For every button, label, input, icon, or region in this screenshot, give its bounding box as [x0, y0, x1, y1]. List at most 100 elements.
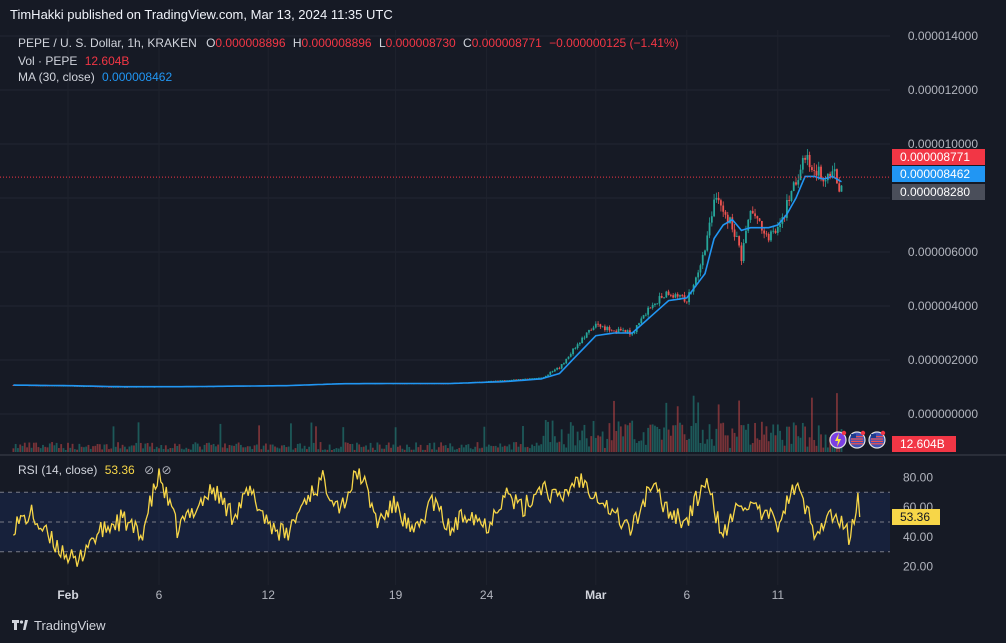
volume-bar [110, 448, 113, 452]
volume-bar [776, 424, 779, 452]
candle-body [758, 218, 761, 221]
ma-label[interactable]: MA (30, close) [18, 70, 95, 84]
volume-bar [135, 442, 138, 452]
volume-bar [242, 447, 245, 452]
volume-bar [569, 422, 572, 452]
volume-bar [324, 449, 326, 452]
volume-bar [12, 448, 15, 452]
rsi-tick-label: 20.00 [903, 560, 933, 574]
volume-bar [267, 449, 270, 452]
volume-label-text[interactable]: Vol · PEPE [18, 54, 78, 68]
us-flag-event-icon-2[interactable] [868, 430, 886, 449]
volume-bar [42, 444, 44, 452]
volume-bar [64, 449, 67, 452]
volume-bar [690, 425, 693, 452]
volume-bar [788, 426, 791, 452]
volume-bar [770, 432, 772, 452]
us-flag-event-icon-stripe [851, 440, 863, 442]
candle-body [808, 154, 811, 168]
volume-bar [60, 444, 63, 452]
volume-bar [726, 435, 729, 452]
volume-bar [214, 446, 217, 452]
volume-bar [360, 447, 363, 452]
price-label-text: 0.000008280 [900, 185, 970, 199]
volume-bar [351, 443, 354, 452]
us-flag-event-icon[interactable] [848, 430, 866, 449]
volume-bar [212, 443, 215, 452]
volume-bar [701, 429, 704, 452]
volume-bar [114, 446, 117, 452]
brand-name[interactable]: TradingView [34, 618, 106, 633]
volume-bar [331, 449, 333, 452]
volume-bar [510, 449, 513, 452]
volume-bar [305, 449, 308, 452]
candle-body [688, 292, 690, 303]
lightning-event-icon[interactable] [829, 430, 847, 449]
rsi-label[interactable]: RSI (14, close) [18, 463, 98, 477]
volume-bar [613, 400, 615, 452]
candle-body [674, 294, 677, 298]
time-tick-label: 6 [156, 588, 163, 602]
volume-bar [158, 448, 160, 452]
volume-bar [376, 442, 379, 452]
candle-body [597, 323, 599, 325]
volume-bar [137, 422, 140, 452]
volume-bar [572, 425, 574, 452]
volume-bar [556, 442, 559, 452]
candle-body [503, 380, 506, 382]
volume-bar [221, 447, 224, 452]
volume-bar [608, 423, 611, 452]
volume-bar [619, 426, 622, 452]
candle-body [792, 182, 795, 192]
candle-body [649, 307, 652, 309]
volume-label-box [892, 436, 956, 452]
volume-bar [697, 402, 700, 452]
candle-body [831, 171, 834, 177]
candle-body [585, 332, 588, 338]
volume-bar [622, 436, 624, 452]
volume-bar [599, 436, 602, 452]
volume-bar [444, 445, 447, 452]
candle-body [806, 154, 809, 160]
volume-bar [583, 424, 586, 452]
volume-bar [758, 439, 761, 452]
event-icons [829, 430, 886, 449]
volume-bar [349, 444, 351, 452]
volume-bar [667, 429, 670, 452]
candle-body [622, 329, 624, 331]
volume-bar [185, 447, 188, 452]
candle-body [594, 323, 597, 328]
volume-bar [428, 443, 431, 452]
tradingview-footer: TradingView [12, 618, 106, 633]
volume-bar [574, 445, 577, 452]
volume-bar [192, 444, 195, 452]
rsi-tick-label: 80.00 [903, 470, 933, 484]
volume-bar [772, 424, 775, 452]
visibility-off-icon-2[interactable]: ⊘ [161, 463, 172, 477]
visibility-off-icon[interactable]: ⊘ [144, 463, 155, 477]
volume-bar [592, 420, 595, 452]
volume-bar [740, 425, 743, 452]
candle-body [710, 216, 713, 223]
volume-bar [585, 438, 588, 452]
us-flag-event-icon-stripe [851, 436, 863, 438]
volume-bar [17, 448, 19, 452]
volume-bar [317, 449, 320, 452]
volume-bar [763, 434, 766, 452]
candle-body [706, 235, 709, 251]
symbol-name[interactable]: PEPE / U. S. Dollar, 1h, KRAKEN [18, 36, 197, 50]
candle-body [804, 157, 806, 160]
volume-bar [535, 442, 538, 452]
volume-bar [162, 448, 165, 452]
volume-bar [617, 421, 620, 452]
volume-bar [176, 445, 179, 452]
candle-body [708, 222, 711, 236]
candle-body [697, 272, 700, 278]
volume-bar [194, 442, 197, 452]
volume-bar [367, 449, 370, 452]
volume-legend: Vol · PEPE 12.604B [18, 54, 129, 68]
candle-body [665, 291, 668, 298]
volume-bar [503, 445, 506, 452]
candle-body [669, 294, 672, 296]
volume-bar [649, 424, 652, 452]
